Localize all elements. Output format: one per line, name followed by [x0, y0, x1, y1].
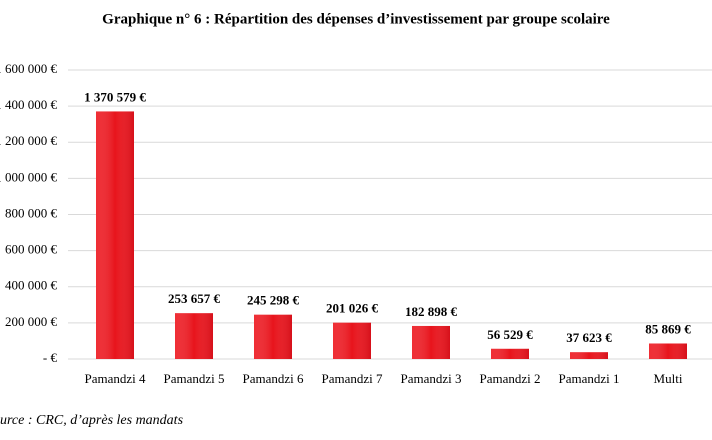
source-note: Source : CRC, d’après les mandats	[0, 413, 184, 428]
bar-shade	[412, 325, 450, 359]
y-tick-label: 1 400 000 €	[0, 97, 58, 112]
chart-title: Graphique n° 6 : Répartition des dépense…	[102, 11, 610, 27]
bar-shade	[491, 348, 529, 359]
value-label: 182 898 €	[405, 304, 458, 319]
bar-shade	[649, 343, 687, 359]
value-label: 245 298 €	[247, 293, 300, 308]
y-tick-label: 600 000 €	[5, 242, 58, 257]
value-label: 1 370 579 €	[84, 89, 146, 104]
y-tick-label: 200 000 €	[5, 314, 58, 329]
x-tick-label: Pamandzi 5	[163, 371, 224, 386]
x-tick-label: Pamandzi 3	[400, 371, 461, 386]
x-tick-label: Pamandzi 2	[479, 371, 540, 386]
bar-shade	[570, 352, 608, 359]
x-tick-label: Pamandzi 4	[84, 371, 146, 386]
value-label: 253 657 €	[168, 291, 221, 306]
value-label: 56 529 €	[487, 327, 533, 342]
bar-shade	[333, 322, 371, 359]
bar-shade	[254, 314, 292, 359]
x-tick-label: Pamandzi 7	[321, 371, 383, 386]
y-tick-label: 1 200 000 €	[0, 133, 58, 148]
x-tick-label: Multi	[654, 371, 683, 386]
x-tick-label: Pamandzi 1	[558, 371, 619, 386]
bar-shade	[96, 111, 134, 359]
x-tick-label: Pamandzi 6	[242, 371, 304, 386]
y-tick-label: - €	[43, 350, 58, 365]
value-label: 85 869 €	[645, 321, 691, 336]
value-label: 201 026 €	[326, 301, 379, 316]
value-label: 37 623 €	[566, 330, 612, 345]
y-tick-label: 1 600 000 €	[0, 61, 58, 76]
y-tick-label: 800 000 €	[5, 205, 58, 220]
bar-shade	[175, 313, 213, 359]
y-tick-label: 1 000 000 €	[0, 169, 58, 184]
y-tick-label: 400 000 €	[5, 278, 58, 293]
